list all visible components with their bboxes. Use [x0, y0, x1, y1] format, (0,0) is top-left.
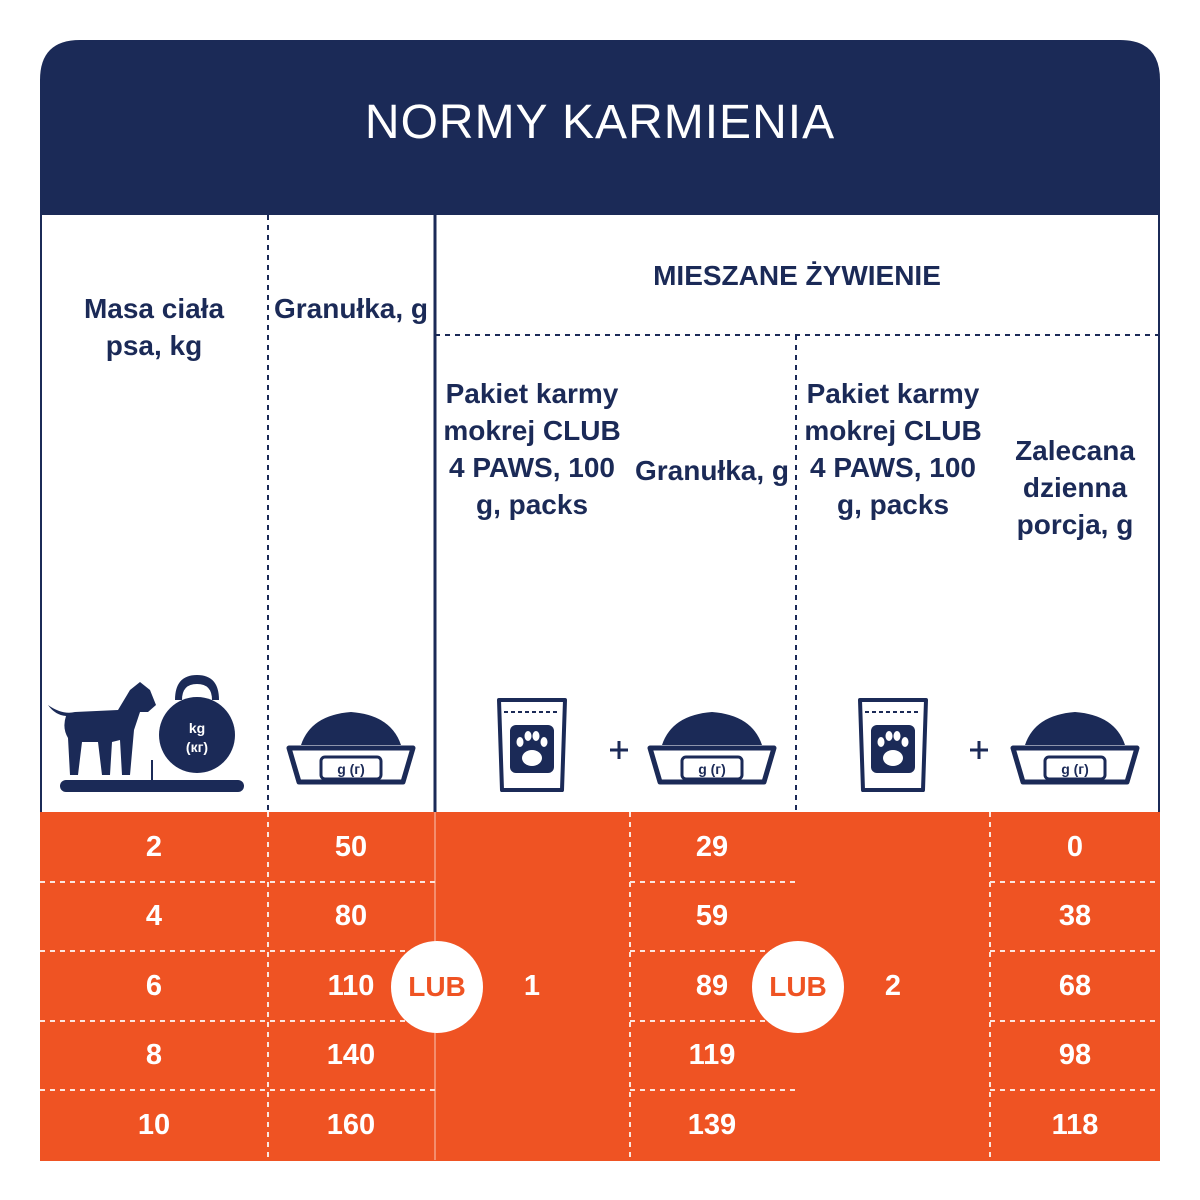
table-cell: 6: [145, 970, 163, 1002]
pack-count: 1: [523, 970, 541, 1002]
table-cell: 89: [695, 970, 729, 1002]
column-header: Granułka, g: [634, 455, 790, 486]
bowl: g (г): [1010, 712, 1140, 785]
icon-label: g (г): [337, 761, 365, 777]
header-lines: [40, 215, 1160, 812]
table-cell: 140: [326, 1039, 376, 1071]
table-cell: 160: [326, 1109, 376, 1141]
bowl: g (г): [647, 712, 777, 785]
table-cell: 59: [695, 900, 729, 932]
pouch: [497, 698, 567, 792]
table-cell: 8: [145, 1039, 163, 1071]
pack-count: 2: [884, 970, 902, 1002]
icon-label: g (г): [698, 761, 726, 777]
title: NORMY KARMIENIA: [364, 96, 836, 149]
bowl-icons: g (г) g (г) g (г): [286, 698, 1140, 792]
table-cell: 38: [1058, 900, 1092, 932]
icon-label: (кг): [186, 739, 208, 755]
table-cell: 110: [327, 970, 375, 1002]
column-header: Pakiet karmy mokrej CLUB 4 PAWS, 100 g, …: [804, 378, 982, 520]
table-cell: 68: [1058, 970, 1092, 1002]
table-cell: 29: [695, 831, 729, 863]
table-cell: 4: [145, 900, 163, 932]
column-header: Zalecana dzienna porcja, g: [1015, 435, 1135, 540]
or-badge: LUB: [391, 941, 483, 1033]
icon-label: kg: [189, 720, 205, 736]
table-cell: 10: [137, 1109, 171, 1141]
header-bar: [40, 40, 1160, 215]
table-cell: 119: [688, 1039, 736, 1071]
table-cell: 98: [1058, 1039, 1092, 1071]
table-cell: 0: [1066, 831, 1084, 863]
data-area: [40, 812, 1160, 1161]
table-cell: 139: [687, 1109, 737, 1141]
table-cell: 118: [1051, 1109, 1099, 1141]
column-header: Masa ciała psa, kg: [83, 293, 225, 361]
table-cell: 80: [334, 900, 368, 932]
pouch: [858, 698, 928, 792]
column-header: Granułka, g: [273, 293, 429, 324]
bowl: g (г): [286, 712, 416, 785]
column-header: Pakiet karmy mokrej CLUB 4 PAWS, 100 g, …: [443, 378, 621, 520]
weight-icon: kg (кг): [48, 675, 244, 792]
table-cell: 2: [145, 831, 163, 863]
grid-lines: [40, 812, 1160, 1160]
or-badge: LUB: [752, 941, 844, 1033]
icon-label: g (г): [1061, 761, 1089, 777]
table-cell: 50: [334, 831, 368, 863]
group-header: MIESZANE ŻYWIENIE: [653, 260, 941, 291]
